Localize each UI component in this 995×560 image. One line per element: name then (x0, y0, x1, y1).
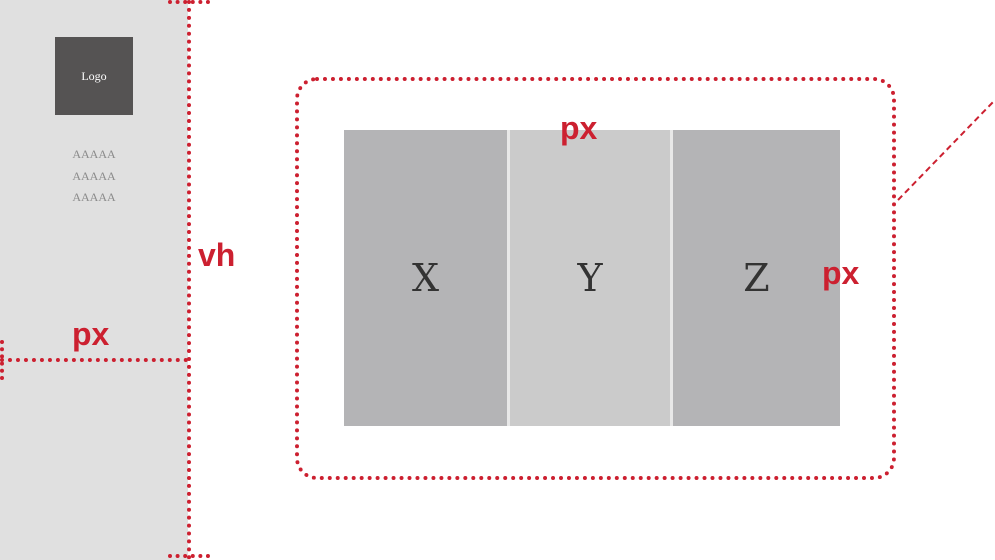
panel-group: X Y Z (344, 130, 840, 426)
sidebar-width-unit-label: px (72, 316, 110, 352)
sidebar-edge-marker (187, 0, 191, 560)
sidebar-item-2[interactable]: AAAAA (72, 168, 116, 183)
panel-x-label: X (411, 256, 440, 300)
panel-top-unit-label: px (560, 110, 598, 146)
sidebar-nav: AAAAA AAAAA AAAAA (55, 146, 133, 211)
sidebar-item-3[interactable]: AAAAA (72, 190, 116, 204)
sidebar: Logo AAAAA AAAAA AAAAA (0, 0, 188, 560)
panel-x: X (344, 130, 507, 426)
logo: Logo (55, 37, 133, 115)
sidebar-width-tick (0, 340, 4, 380)
panel-z: Z (673, 130, 840, 426)
sidebar-item-1[interactable]: AAAAA (72, 147, 116, 161)
sidebar-top-tick (168, 0, 210, 4)
content-frame (295, 77, 896, 480)
sidebar-width-marker (0, 358, 188, 362)
sidebar-bottom-tick (168, 554, 210, 558)
panel-y: Y (507, 130, 673, 426)
panel-z-label: Z (743, 256, 770, 300)
panel-y-label: Y (577, 256, 603, 300)
sidebar-height-unit-label: vh (198, 237, 236, 273)
panel-right-unit-label: px (822, 255, 860, 291)
